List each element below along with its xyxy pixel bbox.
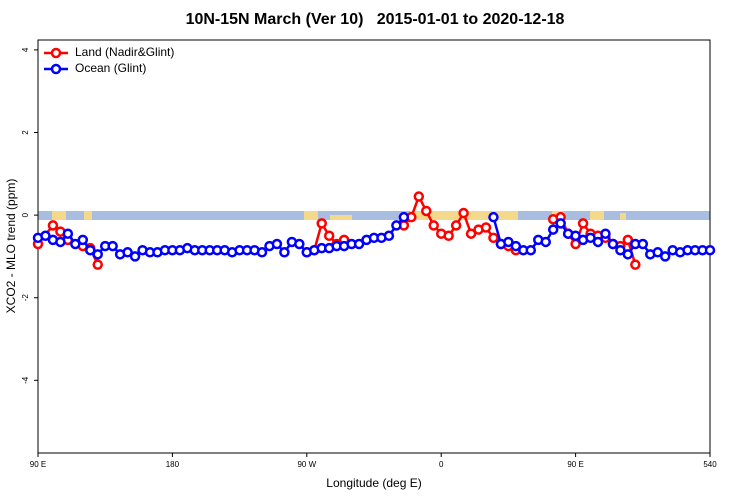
data-point — [488, 211, 499, 223]
x-tick-label: 90 E — [30, 460, 46, 469]
x-axis-label: Longitude (deg E) — [326, 476, 421, 490]
data-point — [652, 247, 663, 258]
data-point — [622, 249, 634, 260]
data-point — [547, 224, 559, 235]
data-point — [294, 238, 305, 250]
legend-marker — [50, 47, 62, 59]
data-point — [92, 249, 103, 260]
data-point — [458, 207, 469, 219]
data-point — [585, 232, 596, 244]
data-point — [555, 218, 566, 229]
x-tick-label: 540 — [703, 460, 717, 469]
data-point — [353, 238, 365, 250]
data-point — [443, 230, 454, 242]
data-point — [383, 230, 395, 242]
data-point — [704, 244, 716, 256]
x-tick-label: 180 — [166, 460, 180, 469]
data-point — [637, 238, 649, 250]
data-point — [85, 244, 96, 256]
x-tick-label: 0 — [439, 460, 444, 469]
data-point — [47, 220, 59, 231]
data-point — [615, 244, 626, 256]
legend-marker — [50, 63, 62, 75]
data-point — [413, 191, 425, 202]
data-point — [55, 236, 66, 248]
data-point — [323, 230, 335, 242]
data-point — [510, 240, 522, 252]
data-point — [577, 218, 589, 229]
data-point — [129, 251, 141, 262]
y-tick-label: 0 — [21, 212, 30, 217]
data-point — [503, 236, 514, 248]
data-point — [70, 238, 81, 250]
x-tick-label: 90 E — [567, 460, 583, 469]
data-point — [465, 228, 477, 239]
data-point — [421, 205, 432, 217]
data-point — [316, 218, 327, 229]
data-point — [279, 247, 290, 258]
data-point — [630, 259, 641, 270]
data-point — [77, 234, 89, 246]
data-point — [592, 236, 604, 248]
chart-title: 10N-15N March (Ver 10) 2015-01-01 to 202… — [186, 11, 565, 28]
legend-label: Ocean (Glint) — [75, 61, 146, 75]
y-tick-label: -4 — [21, 376, 30, 384]
y-axis-label: XCO2 - MLO trend (ppm) — [4, 179, 18, 314]
data-point — [391, 220, 402, 231]
map-strip — [38, 211, 710, 220]
y-tick-label: 4 — [21, 47, 30, 52]
data-point — [540, 236, 551, 248]
legend-label: Land (Nadir&Glint) — [75, 45, 174, 59]
data-point — [122, 247, 133, 258]
data-point — [107, 240, 118, 252]
data-point — [40, 230, 51, 242]
data-point — [570, 230, 581, 242]
data-point — [659, 251, 671, 262]
data-point — [622, 234, 634, 246]
data-point — [607, 238, 619, 250]
data-point — [525, 244, 537, 256]
data-point — [488, 232, 499, 244]
data-point — [450, 220, 462, 231]
y-tick-label: -2 — [21, 294, 30, 302]
data-point — [600, 228, 611, 239]
data-point — [398, 211, 410, 223]
data-point — [92, 259, 103, 270]
data-point — [428, 220, 439, 231]
data-point — [480, 222, 492, 233]
x-tick-label: 90 W — [297, 460, 316, 469]
y-tick-label: 2 — [21, 130, 30, 135]
data-point — [62, 228, 74, 239]
data-point — [256, 247, 268, 258]
data-point — [271, 238, 283, 250]
